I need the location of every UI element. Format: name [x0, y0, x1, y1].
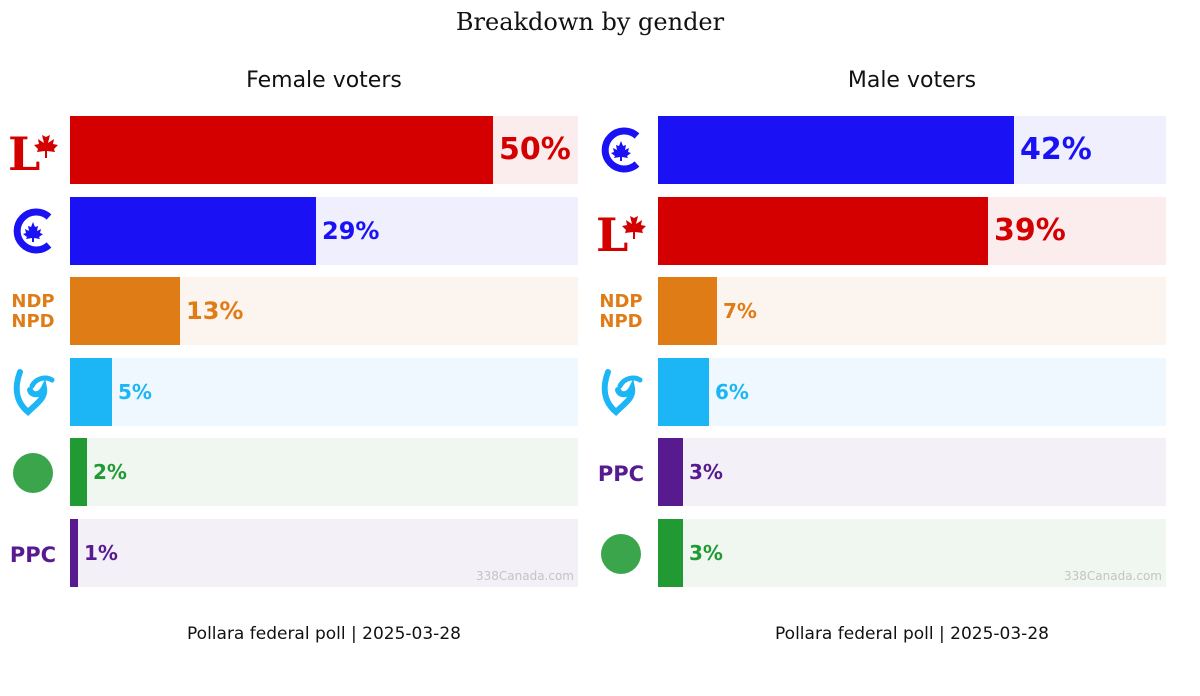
bar-track: 5%	[70, 357, 578, 426]
bar-ppc	[658, 438, 683, 507]
bloc-fleur-logo	[13, 368, 55, 416]
bar-value-label: 29%	[322, 216, 380, 245]
bar-cpc	[658, 116, 1014, 184]
party-logo	[6, 366, 60, 418]
chart-main-title: Breakdown by gender	[455, 8, 725, 36]
bar-ndp	[70, 277, 180, 346]
party-logo: L	[6, 124, 60, 181]
watermark: 338Canada.com	[475, 569, 574, 583]
bar-area: L 50% 29% NDP NPD 13% 5% 2% PPC 1% 338Canada.com	[0, 116, 580, 587]
ndp-logo-text: NPD	[599, 311, 642, 332]
bar-row-gpc: 3% 338Canada.com	[588, 519, 1168, 587]
bar-bq	[658, 357, 709, 426]
bar-track: 50%	[70, 116, 578, 184]
bar-track: 1% 338Canada.com	[70, 519, 578, 587]
bar-track: 3%	[658, 438, 1166, 507]
svg-text:L: L	[596, 208, 628, 257]
conservative-c-logo	[13, 208, 52, 254]
bar-value-label: 13%	[186, 297, 244, 326]
bar-area: 42% L 39% NDP NPD 7% 6% PPC 3% 3% 338Canada.com	[588, 116, 1168, 587]
bar-lpc	[658, 196, 988, 265]
bar-track: 29%	[70, 196, 578, 265]
party-logo: NDP NPD	[594, 285, 648, 337]
bar-ppc	[70, 519, 78, 587]
ppc-logo-text: PPC	[598, 462, 644, 486]
male-voters-panel: Male voters 42% L 39% NDP NPD 7% 6% PPC 3% 3% 338C…	[588, 60, 1168, 660]
ndp-logo-text: NPD	[11, 311, 54, 332]
bar-row-bq: 5%	[0, 357, 580, 426]
bar-value-label: 2%	[93, 460, 127, 485]
bar-track: 13%	[70, 277, 578, 346]
bar-track: 3% 338Canada.com	[658, 519, 1166, 587]
bar-row-cpc: 29%	[0, 196, 580, 265]
ppc-logo-text: PPC	[10, 543, 56, 567]
bar-row-lpc: L 39%	[588, 196, 1168, 265]
bar-bq	[70, 357, 112, 426]
bloc-fleur-logo	[601, 368, 643, 416]
bar-value-label: 1%	[84, 541, 118, 565]
bar-gpc	[658, 519, 683, 587]
party-logo: L	[594, 205, 648, 262]
bar-row-bq: 6%	[588, 357, 1168, 426]
party-logo	[6, 205, 60, 257]
party-logo: PPC	[594, 446, 648, 498]
bar-track: 6%	[658, 357, 1166, 426]
bar-row-ppc: PPC 1% 338Canada.com	[0, 519, 580, 587]
watermark: 338Canada.com	[1063, 569, 1162, 583]
party-logo	[594, 527, 648, 579]
bar-value-label: 39%	[994, 212, 1066, 248]
source-caption: Pollara federal poll | 2025-03-28	[775, 624, 1049, 644]
party-logo	[594, 124, 648, 176]
conservative-c-logo	[601, 127, 640, 173]
bar-gpc	[70, 438, 87, 507]
ndp-logo-text: NDP	[11, 291, 54, 312]
green-circle-logo	[601, 534, 641, 574]
bar-track: 42%	[658, 116, 1166, 184]
ppc-logo: PPC	[10, 543, 56, 567]
ppc-logo: PPC	[598, 462, 644, 486]
party-logo	[594, 366, 648, 418]
bar-value-label: 7%	[723, 299, 757, 324]
bar-row-lpc: L 50%	[0, 116, 580, 184]
bar-track: 7%	[658, 277, 1166, 346]
bar-ndp	[658, 277, 717, 346]
party-logo: NDP NPD	[6, 285, 60, 337]
panel-title: Female voters	[246, 68, 402, 93]
bar-row-ndp: NDP NPD 13%	[0, 277, 580, 346]
bar-track: 2%	[70, 438, 578, 507]
source-caption: Pollara federal poll | 2025-03-28	[187, 624, 461, 644]
bar-row-gpc: 2%	[0, 438, 580, 507]
bar-row-ppc: PPC 3%	[588, 438, 1168, 507]
party-logo	[6, 446, 60, 498]
bar-track: 39%	[658, 196, 1166, 265]
panel-title: Male voters	[847, 68, 977, 93]
green-circle-logo	[13, 453, 53, 494]
bar-row-cpc: 42%	[588, 116, 1168, 184]
bar-value-label: 42%	[1020, 132, 1092, 167]
female-voters-panel: Female voters L 50% 29% NDP NPD 13% 5% 2% PPC 1% 3…	[0, 60, 580, 660]
bar-value-label: 6%	[715, 379, 749, 404]
party-logo: PPC	[6, 527, 60, 579]
liberal-maple-leaf-logo: L	[8, 127, 58, 181]
ndp-logo-text: NDP	[599, 291, 642, 312]
bar-value-label: 5%	[118, 379, 152, 404]
bar-cpc	[70, 196, 316, 265]
svg-text:L: L	[8, 127, 40, 176]
bar-value-label: 3%	[689, 460, 723, 485]
bar-row-ndp: NDP NPD 7%	[588, 277, 1168, 346]
liberal-maple-leaf-logo: L	[596, 208, 646, 262]
bar-lpc	[70, 116, 493, 184]
bar-value-label: 50%	[499, 132, 571, 167]
bar-value-label: 3%	[689, 541, 723, 565]
